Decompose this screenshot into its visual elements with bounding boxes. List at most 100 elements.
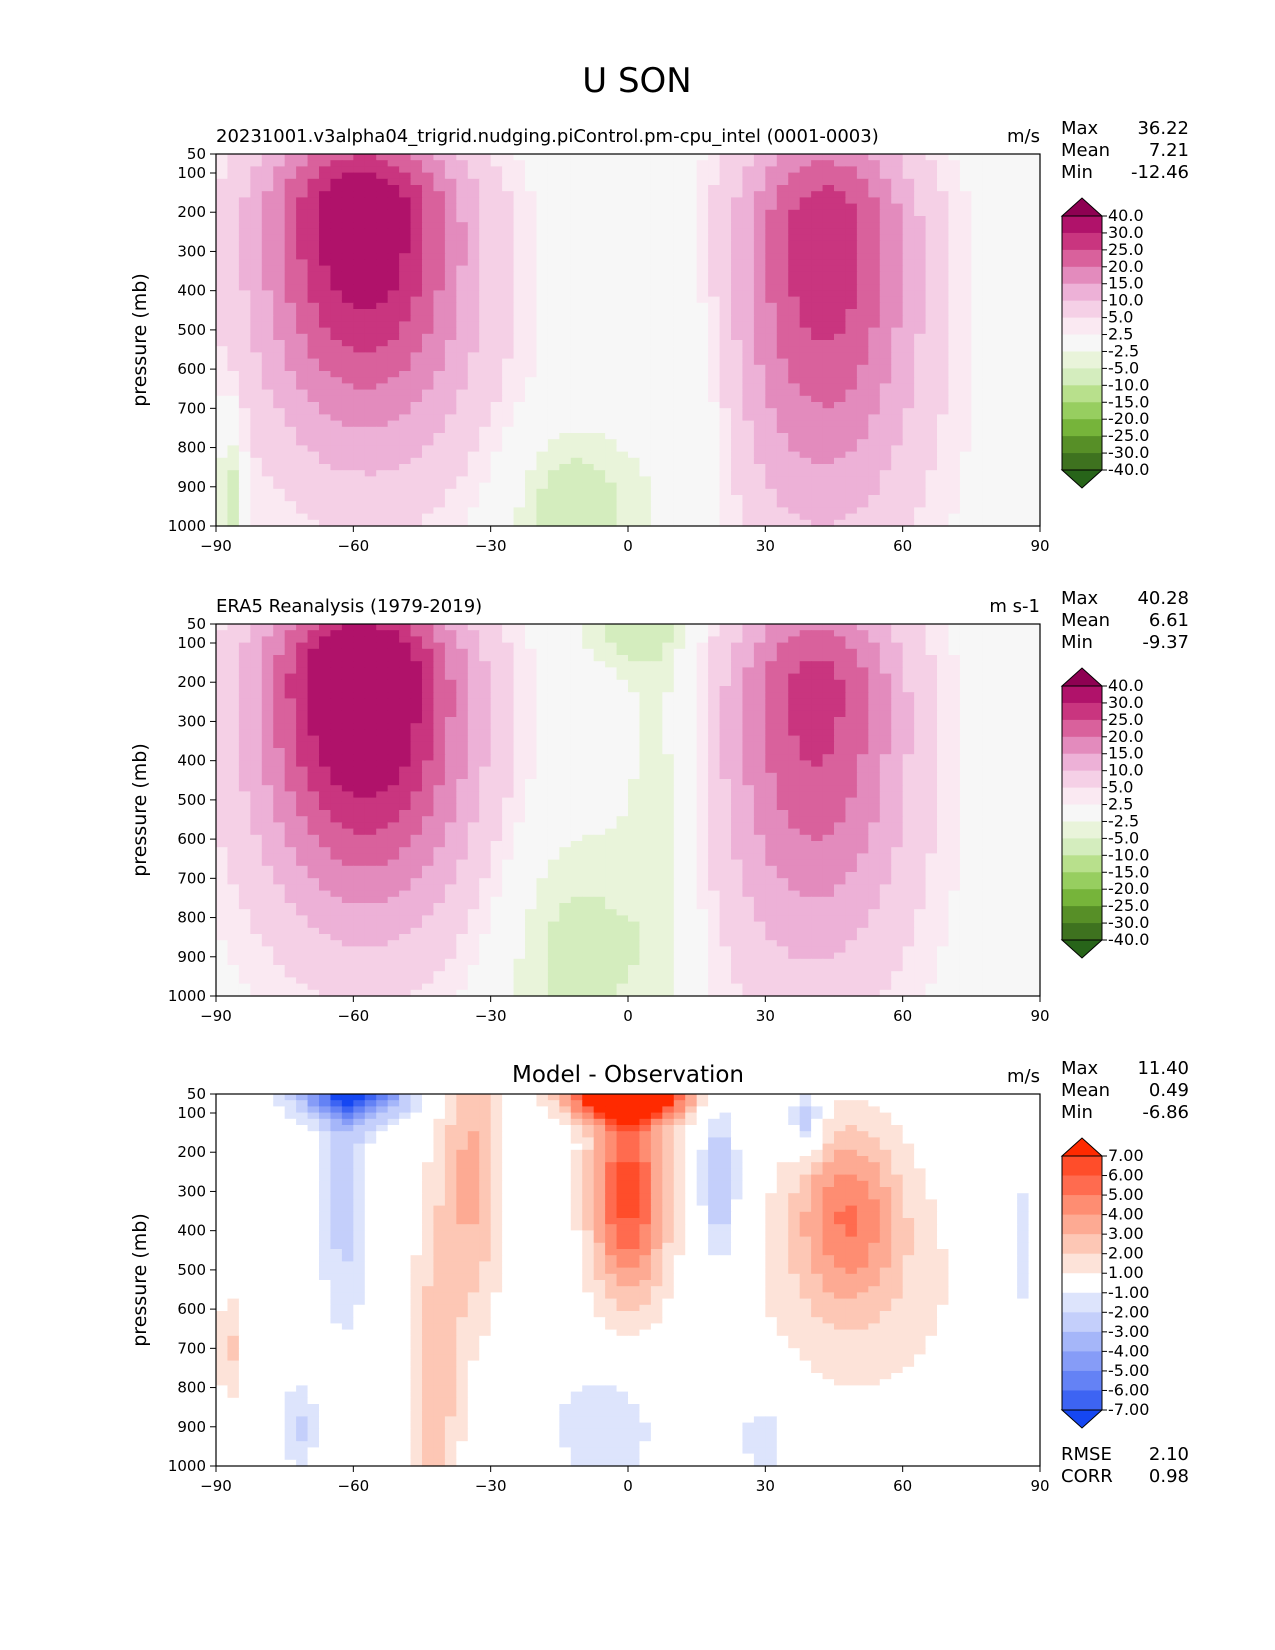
heatmap-cell [902,271,915,279]
heatmap-cell [788,327,801,335]
heatmap-cell [559,203,572,211]
heatmap-cell [525,166,538,174]
heatmap-cell [914,457,927,465]
heatmap-cell [502,426,515,434]
heatmap-cell [971,240,984,248]
heatmap-cell [742,519,755,527]
heatmap-cell [937,302,950,310]
heatmap-cell [330,495,343,502]
heatmap-cell [261,395,274,403]
colorbar-segment [1062,436,1102,454]
heatmap-cell [753,302,766,310]
heatmap-cell [719,247,732,254]
heatmap-cell [479,160,492,167]
heatmap-cell [593,346,606,353]
heatmap-cell [788,278,801,285]
heatmap-cell [341,661,354,668]
heatmap-cell [696,414,709,422]
heatmap-cell [616,340,629,347]
heatmap-cell [673,333,686,341]
heatmap-cell [582,495,595,502]
heatmap-cell [731,414,744,422]
heatmap-cell [685,302,698,310]
heatmap-cell [959,191,972,198]
heatmap-cell [776,642,789,650]
heatmap-cell [353,464,366,471]
heatmap-cell [376,445,389,453]
heatmap-cell [719,321,732,329]
heatmap-cell [319,364,332,372]
heatmap-cell [216,642,229,650]
heatmap-cell [261,648,274,656]
heatmap-cell [605,191,618,198]
heatmap-cell [422,433,435,440]
heatmap-cell [719,346,732,353]
heatmap-cell [971,648,984,656]
heatmap-cell [1017,414,1030,422]
heatmap-cell [238,234,251,242]
heatmap-cell [971,636,984,644]
heatmap-cell [925,470,938,477]
heatmap-cell [238,364,251,372]
heatmap-cell [879,352,892,360]
heatmap-cell [685,185,698,192]
heatmap-cell [708,451,721,459]
heatmap-cell [513,667,526,675]
heatmap-cell [433,247,446,254]
heatmap-cell [490,358,503,366]
heatmap-cell [284,358,297,366]
heatmap-cell [273,253,286,260]
heatmap-cell [261,377,274,384]
heatmap-cell [719,166,732,174]
heatmap-cell [593,433,606,440]
heatmap-cell [822,172,835,180]
heatmap-cell [376,178,389,186]
heatmap-cell [216,216,229,223]
heatmap-cell [959,154,972,161]
heatmap-cell [387,185,400,192]
heatmap-cell [708,240,721,248]
heatmap-cell [708,488,721,496]
heatmap-cell [822,265,835,273]
heatmap-cell [902,234,915,242]
heatmap-cell [845,228,858,236]
heatmap-cell [433,309,446,316]
heatmap-cell [479,624,492,631]
heatmap-cell [822,439,835,446]
heatmap-cell [456,364,469,372]
heatmap-cell [593,439,606,446]
heatmap-cell [948,383,961,391]
heatmap-cell [261,630,274,637]
heatmap-cell [547,488,560,496]
heatmap-cell [422,636,435,644]
heatmap-cell [216,315,229,322]
heatmap-cell [536,197,549,205]
heatmap-cell [227,340,240,347]
heatmap-cell [410,507,423,515]
heatmap-cell [319,340,332,347]
heatmap-cell [822,340,835,347]
heatmap-cell [639,340,652,347]
heatmap-cell [799,228,812,236]
heatmap-cell [376,222,389,229]
heatmap-cell [1005,185,1018,192]
heatmap-cell [776,439,789,446]
heatmap-cell [662,488,675,496]
heatmap-cell [353,389,366,397]
heatmap-cell [433,389,446,397]
heatmap-cell [227,209,240,217]
heatmap-cell [902,513,915,521]
heatmap-cell [456,309,469,316]
heatmap-cell [467,296,480,304]
heatmap-cell [925,178,938,186]
heatmap-cell [250,228,263,236]
heatmap-cell [662,222,675,229]
heatmap-cell [834,519,847,527]
heatmap-cell [570,507,583,515]
heatmap-cell [284,340,297,347]
heatmap-cell [456,321,469,329]
heatmap-cell [284,408,297,415]
heatmap-cell [559,389,572,397]
heatmap-cell [708,402,721,409]
heatmap-cell [673,247,686,254]
